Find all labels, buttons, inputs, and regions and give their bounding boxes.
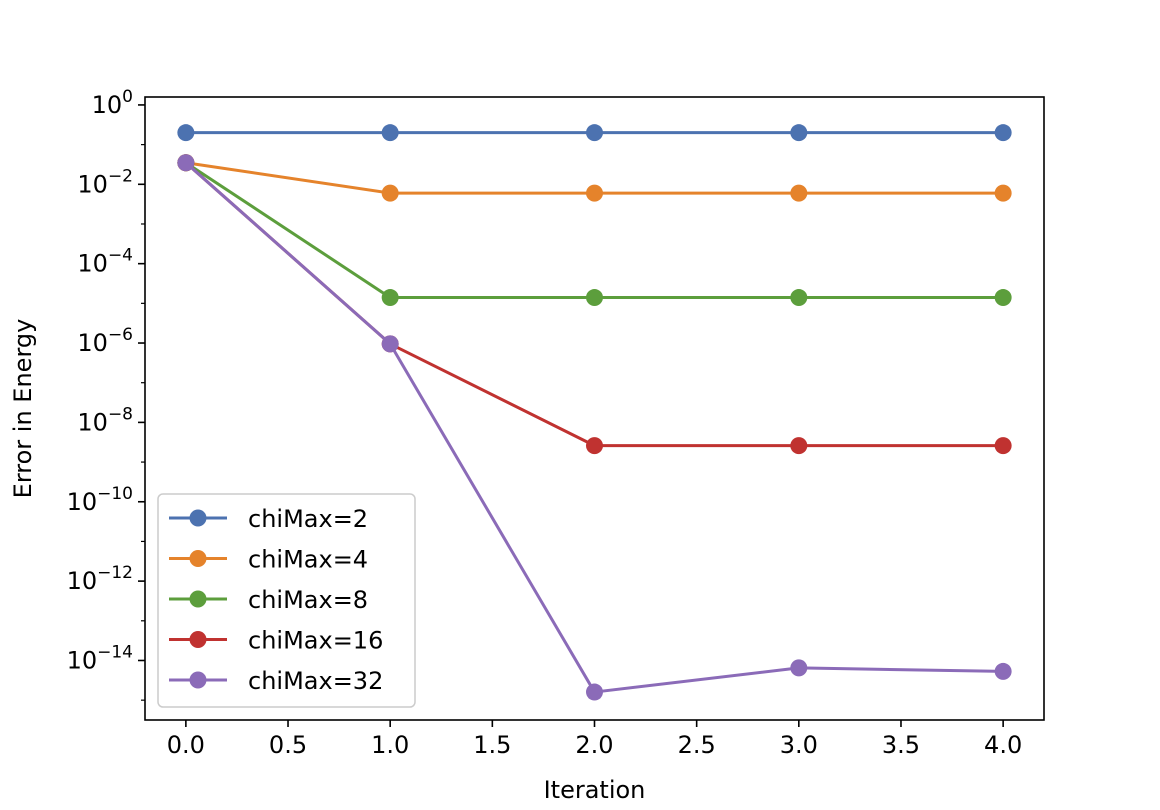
x-tick-label: 0.0	[167, 731, 205, 759]
legend-label-chiMax=4: chiMax=4	[248, 546, 368, 574]
y-tick-label: 10−8	[77, 404, 133, 436]
legend-label-chiMax=16: chiMax=16	[248, 627, 383, 655]
data-point-chiMax=4	[790, 184, 808, 202]
x-tick-label: 1.0	[371, 731, 409, 759]
y-tick-label: 10−6	[77, 325, 133, 357]
data-point-chiMax=2	[177, 124, 195, 142]
legend-label-chiMax=8: chiMax=8	[248, 586, 368, 614]
legend-marker-chiMax=8	[189, 590, 207, 608]
data-point-chiMax=4	[381, 184, 399, 202]
legend-label-chiMax=2: chiMax=2	[248, 505, 368, 533]
x-axis-title: Iteration	[544, 776, 646, 804]
y-tick-label: 10−10	[67, 484, 133, 516]
data-point-chiMax=32	[381, 335, 399, 353]
y-tick-label: 10−12	[67, 563, 133, 595]
y-tick-label: 100	[92, 87, 133, 119]
x-axis-ticks: 0.0 0.5 1.0 1.5 2.0 2.5 3.0 3.5 4.0	[167, 720, 1022, 759]
x-tick-label: 4.0	[984, 731, 1022, 759]
x-tick-label: 2.5	[678, 731, 716, 759]
legend-label-chiMax=32: chiMax=32	[248, 667, 383, 695]
data-point-chiMax=8	[994, 289, 1012, 307]
data-point-chiMax=2	[994, 124, 1012, 142]
legend-marker-chiMax=2	[189, 509, 207, 527]
data-point-chiMax=32	[586, 683, 603, 701]
data-point-chiMax=2	[790, 124, 808, 142]
data-point-chiMax=8	[381, 289, 399, 307]
data-point-chiMax=4	[994, 184, 1012, 202]
y-tick-label: 10−2	[77, 166, 133, 198]
legend-box	[157, 493, 416, 708]
data-point-chiMax=4	[586, 184, 603, 202]
data-point-chiMax=32	[790, 659, 808, 677]
series-layer	[177, 124, 1012, 701]
x-tick-label: 2.0	[575, 731, 613, 759]
data-point-chiMax=16	[586, 437, 603, 455]
data-point-chiMax=32	[177, 154, 195, 172]
data-point-chiMax=8	[790, 289, 808, 307]
legend-marker-chiMax=32	[189, 671, 207, 689]
y-tick-label: 10−4	[77, 246, 133, 278]
y-axis-ticks: 100 10−2 10−4 10−6 10−8 10−10 10−12 10−14	[67, 87, 145, 701]
y-axis-title: Error in Energy	[9, 319, 37, 499]
legend-marker-chiMax=4	[189, 550, 207, 567]
y-tick-label: 10−14	[67, 642, 133, 674]
data-point-chiMax=16	[790, 437, 808, 455]
data-point-chiMax=16	[994, 437, 1012, 455]
data-point-chiMax=2	[586, 124, 603, 142]
x-tick-label: 1.5	[473, 731, 511, 759]
data-point-chiMax=2	[381, 124, 399, 142]
x-tick-label: 0.5	[269, 731, 307, 759]
legend-marker-chiMax=16	[189, 631, 207, 648]
data-point-chiMax=8	[586, 289, 603, 307]
data-point-chiMax=32	[994, 662, 1012, 680]
legend: chiMax=2 chiMax=4 chiMax=8 chiMax=16 chiMax=…	[157, 493, 416, 708]
x-tick-label: 3.0	[780, 731, 818, 759]
x-tick-label: 3.5	[882, 731, 920, 759]
